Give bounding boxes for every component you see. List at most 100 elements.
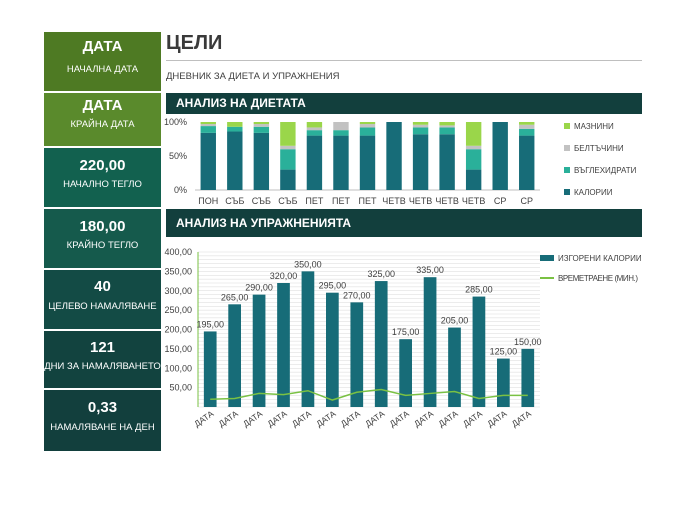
diet-bar-segment (227, 126, 243, 132)
exercise-bar-data-label: 125,00 (490, 347, 518, 357)
diet-legend-swatch (564, 145, 570, 151)
exercise-legend-swatch-calories (540, 255, 554, 261)
exercise-category-label: ДАТА (485, 408, 508, 429)
exercise-calorie-bar (399, 339, 412, 407)
exercise-bar-data-label: 150,00 (514, 337, 542, 347)
exercise-ytick-label: 250,00 (164, 305, 192, 315)
exercise-ytick-label: 150,00 (164, 344, 192, 354)
loss-per-day-value: 0,33 (87, 399, 118, 416)
exercise-calorie-bar (497, 358, 510, 407)
end-date-value: ДАТА (82, 97, 123, 114)
diet-bar-segment (306, 122, 323, 128)
diet-bar-segment (492, 122, 508, 190)
diet-bar-segment (519, 128, 535, 136)
diet-legend-label: МАЗНИНИ (574, 122, 614, 131)
exercise-category-label: ДАТА (192, 408, 215, 429)
diet-bar-segment (386, 122, 402, 190)
diet-legend-swatch (564, 123, 570, 129)
exercise-ytick-label: 50,00 (169, 383, 192, 393)
diet-chart: 0%50%100%ПОН СЪБ СЪБ СЪБ ПЕТ ПЕТ ПЕТ ЧЕТВ ЧЕТВ ЧЕ… (164, 117, 637, 206)
diet-category-label: СЪБ (225, 196, 244, 206)
diet-bar-segment (412, 127, 429, 135)
diet-bar-segment (200, 126, 216, 133)
exercise-category-label: ДАТА (510, 408, 533, 429)
diet-bar-segment (200, 124, 216, 127)
diet-bar-segment (519, 124, 535, 129)
exercise-ytick-label: 100,00 (164, 363, 192, 373)
end-weight-value: 180,00 (79, 218, 126, 235)
end-weight-label: КРАЙНО ТЕГЛО (66, 240, 139, 251)
exercise-ytick-label: 300,00 (164, 286, 192, 296)
end-weight-tile: 180,00 КРАЙНО ТЕГЛО (44, 209, 161, 268)
diet-bar-segment (227, 122, 243, 127)
diet-bar-segment (465, 145, 482, 150)
diet-bar-segment (359, 127, 376, 136)
start-weight-tile: 220,00 НАЧАЛНО ТЕГЛО (44, 148, 161, 207)
exercise-calorie-bar (252, 294, 266, 407)
exercise-bar-data-label: 195,00 (196, 319, 224, 329)
diet-bar-segment (519, 122, 535, 125)
exercise-calorie-bar (521, 348, 535, 407)
exercise-category-label: ДАТА (412, 408, 435, 429)
diet-bar-segment (465, 122, 482, 146)
exercise-calorie-bar (326, 292, 339, 407)
diet-bar-segment (519, 135, 535, 190)
page-subtitle: ДНЕВНИК ЗА ДИЕТА И УПРАЖНЕНИЯ (166, 71, 340, 82)
diet-bar-segment (280, 145, 296, 150)
diet-legend-label: ВЪГЛЕХИДРАТИ (574, 166, 637, 175)
exercise-bar-data-label: 290,00 (245, 283, 273, 293)
exercise-category-label: ДАТА (363, 408, 386, 429)
diet-category-label: ЧЕТВ (409, 196, 433, 206)
diet-legend-label: БЕЛТЪЧИНИ (574, 144, 624, 153)
exercise-ytick-label: 350,00 (164, 266, 192, 276)
diet-bar-segment (306, 127, 323, 131)
diet-bar-segment (465, 149, 482, 170)
diet-bar-segment (253, 122, 270, 125)
start-date-label: НАЧАЛНА ДАТА (66, 64, 139, 75)
exercise-category-label: ДАТА (388, 408, 411, 429)
exercise-category-label: ДАТА (241, 408, 264, 429)
loss-per-day-tile: 0,33 НАМАЛЯВАНЕ НА ДЕН (44, 390, 161, 451)
diet-category-label: ПЕТ (359, 196, 377, 206)
diet-category-label: ЧЕТВ (382, 196, 406, 206)
diet-bar-segment (253, 126, 270, 133)
diet-category-label: ПЕТ (305, 196, 323, 206)
exercise-bar-data-label: 350,00 (294, 259, 322, 269)
diet-bar-segment (333, 135, 349, 190)
diet-bar-segment (359, 135, 376, 190)
page-title: ЦЕЛИ (166, 32, 223, 54)
exercise-category-label: ДАТА (314, 408, 337, 429)
start-date-value: ДАТА (82, 38, 123, 55)
diet-category-label: ПЕТ (332, 196, 350, 206)
exercise-category-label: ДАТА (339, 408, 362, 429)
start-weight-label: НАЧАЛНО ТЕГЛО (63, 179, 142, 190)
start-date-tile: ДАТА НАЧАЛНА ДАТА (44, 32, 161, 91)
days-to-loss-value: 121 (89, 339, 116, 356)
diet-bar-segment (439, 122, 455, 126)
exercise-calorie-bar (228, 304, 241, 407)
exercise-bar-data-label: 265,00 (221, 292, 249, 302)
exercise-calorie-bar (423, 277, 437, 407)
exercise-ytick-label: 400,00 (164, 247, 192, 257)
days-to-loss-tile: 121 ДНИ ЗА НАМАЛЯВАНЕТО (44, 331, 161, 388)
diet-bar-segment (200, 132, 216, 190)
diet-ytick-label: 100% (164, 117, 187, 127)
loss-per-day-label: НАМАЛЯВАНЕ НА ДЕН (50, 422, 155, 433)
exercise-calorie-bar (301, 271, 315, 407)
diet-bar-segment (412, 122, 429, 125)
exercise-category-label: ДАТА (265, 408, 288, 429)
diet-ytick-label: 50% (169, 151, 187, 161)
exercise-calorie-bar (472, 296, 486, 407)
diet-category-label: СР (520, 196, 533, 206)
exercise-ytick-label: 200,00 (164, 325, 192, 335)
diet-category-label: ЧЕТВ (462, 196, 486, 206)
exercise-calorie-bar (350, 302, 364, 407)
exercise-legend-label-calories: ИЗГОРЕНИ КАЛОРИИ (558, 254, 642, 263)
diet-category-label: СР (494, 196, 507, 206)
exercise-bar-data-label: 205,00 (441, 316, 469, 326)
diet-bar-segment (439, 134, 455, 190)
diet-bar-segment (333, 122, 349, 131)
diet-bar-segment (306, 130, 323, 136)
end-date-tile: ДАТА КРАЙНА ДАТА (44, 93, 161, 146)
diet-bar-segment (280, 169, 296, 190)
